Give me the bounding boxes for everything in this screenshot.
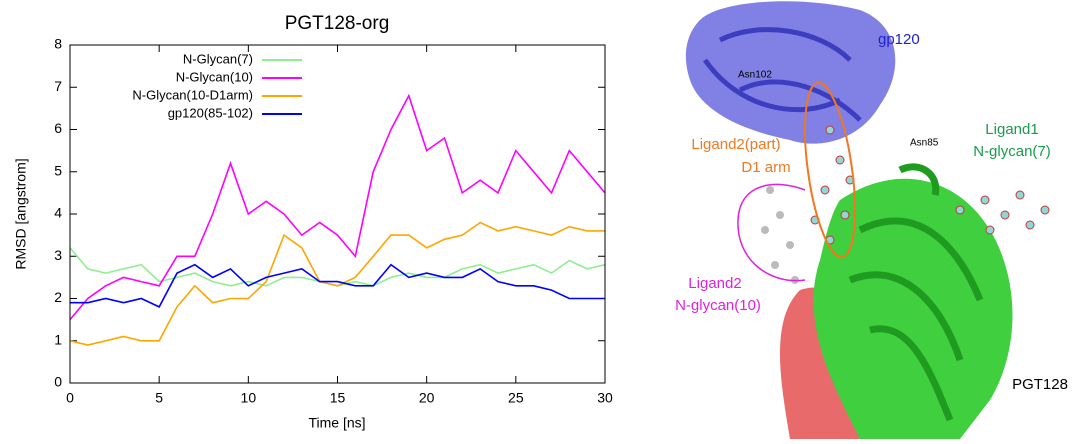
y-tick-label: 6: [54, 120, 62, 136]
chart-title: PGT128-org: [285, 13, 390, 34]
image-label: D1 arm: [741, 159, 790, 176]
y-tick-label: 7: [54, 78, 62, 94]
series-line: [69, 93, 606, 321]
pgt128-ribbon: [813, 178, 1013, 439]
image-label: Asn102: [738, 70, 772, 81]
molecule-image: gp120 Asn102 Asn85 Ligand1 N-glycan(7) L…: [675, 1, 1068, 439]
image-label: Ligand2(part): [691, 136, 780, 153]
image-label: Ligand1: [985, 121, 1038, 138]
y-tick-label: 4: [54, 205, 62, 221]
legend-label: N-Glycan(10-D1arm): [132, 87, 253, 102]
x-tick-label: 20: [419, 390, 435, 406]
x-tick-label: 15: [330, 390, 346, 406]
series-line: [70, 263, 605, 308]
glycan-atoms: [810, 125, 1050, 245]
y-tick-label: 8: [54, 36, 62, 52]
ligand2-part-outline: [804, 81, 856, 259]
y-tick-label: 5: [54, 162, 62, 178]
y-tick-label: 3: [54, 247, 62, 263]
pgt128-strands: [848, 163, 984, 422]
x-tick-label: 10: [241, 390, 257, 406]
plot-frame: [69, 44, 606, 384]
y-tick-label: 0: [54, 374, 62, 390]
gp120-strands: [702, 27, 862, 122]
series-line: [69, 221, 605, 346]
image-label: gp120: [878, 31, 920, 48]
x-tick-label: 25: [508, 390, 524, 406]
y-tick-label: 2: [54, 289, 62, 305]
legend-label: gp120(85-102): [168, 105, 253, 120]
image-label: N-glycan(10): [675, 297, 761, 314]
image-label: Ligand2: [688, 275, 741, 292]
legend-label: N-Glycan(10): [176, 69, 253, 84]
y-axis-label: RMSD [angstrom]: [13, 158, 29, 269]
series-line: [69, 247, 606, 287]
ligand2-outline: [737, 183, 806, 282]
image-label: PGT128: [1012, 376, 1068, 393]
y-tick-label: 1: [54, 331, 62, 347]
x-tick-label: 5: [155, 390, 163, 406]
image-label: N-glycan(7): [973, 143, 1051, 160]
x-tick-label: 30: [597, 390, 613, 406]
x-tick-label: 0: [66, 390, 74, 406]
x-axis-label: Time [ns]: [308, 415, 365, 431]
glycan10-atoms: [761, 186, 799, 284]
legend-label: N-Glycan(7): [183, 51, 253, 66]
image-label: Asn85: [910, 138, 939, 149]
